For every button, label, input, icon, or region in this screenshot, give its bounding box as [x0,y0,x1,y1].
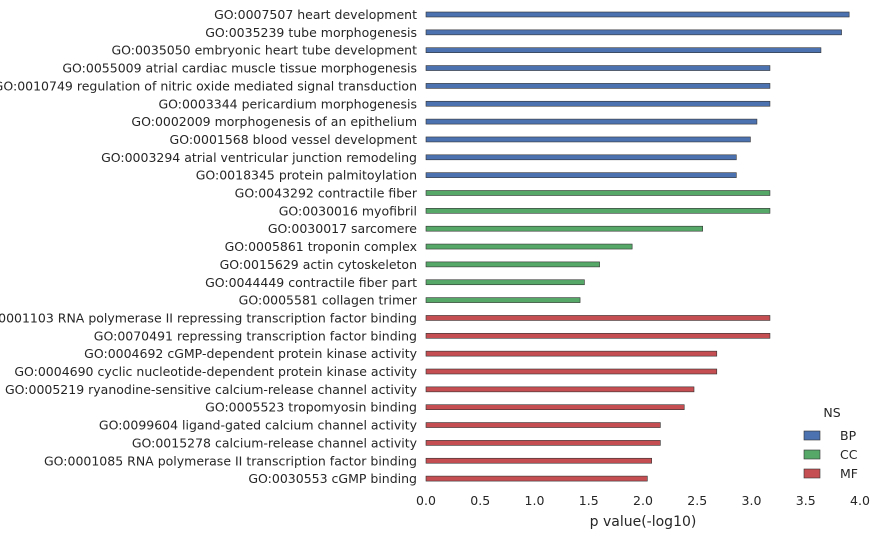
x-tick-label: 4.0 [850,493,870,508]
category-label: GO:0003294 atrial ventricular junction r… [101,150,417,165]
category-label: GO:0010749 regulation of nitric oxide me… [0,78,417,93]
category-label: GO:0002009 morphogenesis of an epitheliu… [131,114,417,129]
category-label: GO:0005581 collagen trimer [239,293,418,308]
bar-mf [425,386,695,393]
bar-mf [425,457,652,464]
bar-mf [425,315,771,321]
bar-cc [425,261,600,268]
category-label: GO:0001568 blood vessel development [170,132,418,147]
x-axis-ticks: 0.0 0.5 1.0 1.5 2.0 2.5 3.0 3.5 4.0 [416,493,870,508]
bar-bp [425,47,822,54]
category-label: GO:0004690 cyclic nucleotide-dependent p… [14,364,417,379]
x-tick-label: 2.0 [633,493,653,508]
x-tick-label: 1.5 [579,493,599,508]
category-label: GO:0099604 ligand-gated calcium channel … [99,418,418,433]
bar-bp [425,154,737,161]
category-label: GO:0003344 pericardium morphogenesis [158,96,417,111]
bar-cc [425,190,771,196]
bar-bp [425,172,737,178]
category-label: GO:0001103 RNA polymerase II repressing … [0,310,417,325]
bar-mf [425,422,661,428]
x-tick-label: 2.5 [687,493,707,508]
category-label: GO:0005861 troponin complex [225,239,417,254]
bar-cc [425,208,771,214]
legend-swatch-cc [803,449,821,460]
bar-mf [425,440,661,446]
x-tick-label: 0.0 [416,493,436,508]
legend-title: NS [823,405,840,420]
x-tick-label: 3.5 [796,493,816,508]
bar-mf [425,332,771,339]
bar-mf [425,404,685,411]
x-tick-label: 1.0 [525,493,545,508]
category-label: GO:0070491 repressing transcription fact… [94,328,417,343]
bar-bp [425,65,771,71]
bar-cc [425,297,581,303]
category-label: GO:0030553 cGMP binding [248,471,417,486]
category-labels: GO:0007507 heart development GO:0035239 t… [0,7,418,486]
category-label: GO:0043292 contractile fiber [235,186,418,201]
bar-cc [425,243,633,250]
category-label: GO:0015629 actin cytoskeleton [220,257,417,272]
legend-swatch-bp [803,430,821,441]
bar-mf [425,475,648,482]
legend-label-cc: CC [840,447,858,462]
category-label: GO:0005523 tropomyosin binding [205,400,417,415]
legend-label-mf: MF [840,466,858,481]
category-label: GO:0005219 ryanodine-sensitive calcium-r… [5,382,418,397]
bar-bp [425,11,850,18]
bar-bp [425,118,758,125]
bar-bp [425,83,771,89]
category-label: GO:0030017 sarcomere [268,221,417,236]
category-label: GO:0004692 cGMP-dependent protein kinase… [84,346,417,361]
category-label: GO:0015278 calcium-release channel activ… [132,435,418,450]
legend: NS BP CC MF [803,405,858,481]
bar-bp [425,136,751,143]
category-label: GO:0044449 contractile fiber part [205,275,417,290]
category-label: GO:0055009 atrial cardiac muscle tissue … [62,61,417,76]
bars-layer [425,11,850,482]
bar-bp [425,100,771,107]
bar-mf [425,368,718,375]
category-label: GO:0030016 myofibril [279,203,417,218]
bar-cc [425,279,585,286]
legend-label-bp: BP [840,428,857,443]
category-label: GO:0018345 protein palmitoylation [196,168,417,183]
legend-swatch-mf [803,468,821,479]
category-label: GO:0035239 tube morphogenesis [205,25,417,40]
bar-cc [425,225,703,232]
x-tick-label: 0.5 [470,493,490,508]
bar-bp [425,29,842,36]
bar-mf [425,350,718,357]
x-axis-title: p value(-log10) [590,514,697,530]
category-label: GO:0001085 RNA polymerase II transcripti… [44,453,417,468]
category-label: GO:0035050 embryonic heart tube developm… [111,43,417,58]
x-tick-label: 3.0 [742,493,762,508]
category-label: GO:0007507 heart development [214,7,417,22]
